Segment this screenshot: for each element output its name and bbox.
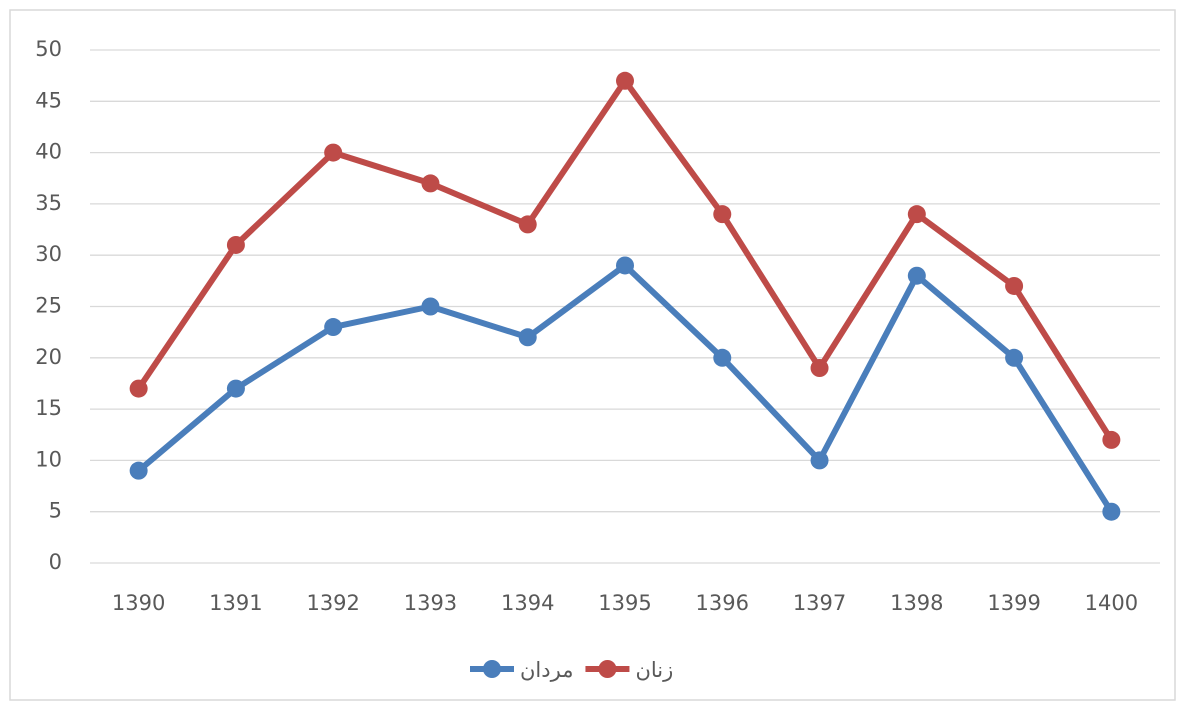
- y-tick-label: 0: [49, 550, 62, 574]
- y-tick-label: 45: [35, 88, 62, 112]
- y-tick-label: 35: [35, 191, 62, 215]
- data-point: [324, 143, 343, 162]
- data-point: [324, 318, 343, 337]
- y-tick-label: 10: [35, 447, 62, 471]
- x-tick-label: 1391: [209, 591, 262, 615]
- x-tick-label: 1397: [793, 591, 846, 615]
- legend-label: زنان: [635, 658, 673, 682]
- x-tick-label: 1394: [501, 591, 554, 615]
- data-point: [226, 379, 245, 398]
- data-point: [713, 348, 732, 367]
- data-point: [226, 235, 245, 254]
- x-tick-label: 1396: [696, 591, 749, 615]
- y-tick-label: 40: [35, 140, 62, 164]
- legend-marker: [483, 660, 501, 678]
- data-point: [1005, 276, 1024, 295]
- x-tick-label: 1400: [1085, 591, 1138, 615]
- data-point: [421, 297, 440, 316]
- data-point: [421, 174, 440, 193]
- data-point: [1005, 348, 1024, 367]
- data-point: [129, 461, 148, 480]
- legend-label: مردان: [520, 658, 573, 682]
- x-tick-label: 1398: [890, 591, 943, 615]
- x-tick-label: 1393: [404, 591, 457, 615]
- y-tick-label: 5: [49, 499, 62, 523]
- x-tick-label: 1390: [112, 591, 165, 615]
- data-point: [810, 359, 829, 378]
- x-tick-label: 1392: [306, 591, 359, 615]
- data-point: [616, 71, 634, 90]
- x-tick-label: 1395: [598, 591, 651, 615]
- data-point: [616, 256, 634, 275]
- y-tick-label: 20: [35, 345, 62, 369]
- y-tick-label: 25: [35, 294, 62, 318]
- y-tick-label: 50: [35, 37, 62, 61]
- data-point: [129, 379, 148, 398]
- data-point: [810, 451, 829, 470]
- data-point: [713, 205, 732, 224]
- x-tick-label: 1399: [987, 591, 1040, 615]
- data-point: [907, 205, 926, 224]
- legend-marker: [598, 660, 617, 678]
- data-point: [1102, 430, 1121, 449]
- data-point: [1102, 502, 1121, 521]
- y-tick-label: 30: [35, 242, 62, 266]
- y-tick-label: 15: [35, 396, 62, 420]
- data-point: [518, 328, 537, 347]
- data-point: [518, 215, 537, 234]
- data-point: [907, 266, 926, 285]
